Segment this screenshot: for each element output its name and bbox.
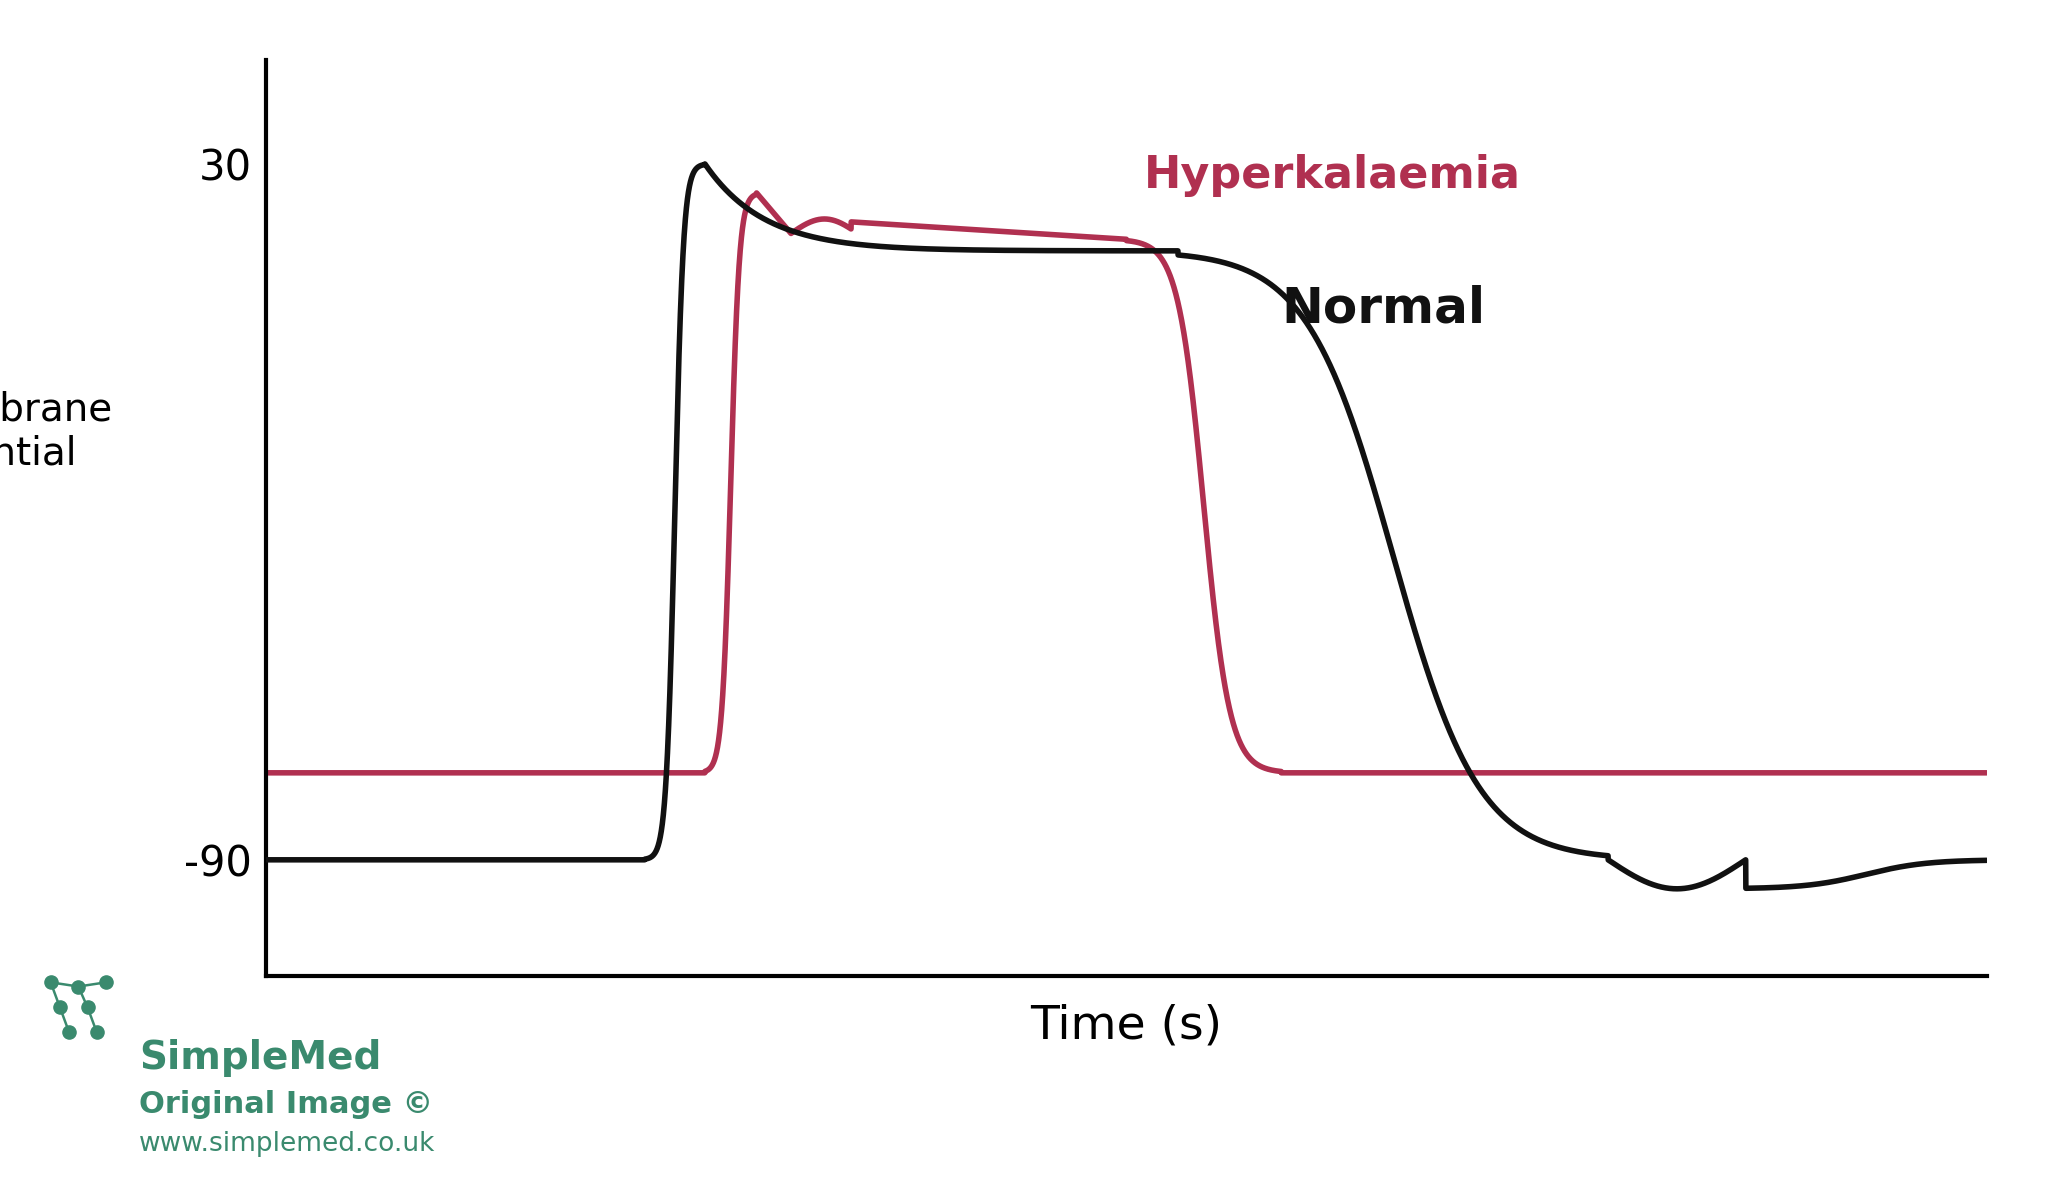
X-axis label: Time (s): Time (s) bbox=[1030, 1003, 1223, 1048]
Point bbox=[53, 1022, 86, 1042]
Point bbox=[80, 1022, 113, 1042]
Text: www.simplemed.co.uk: www.simplemed.co.uk bbox=[139, 1130, 436, 1157]
Text: Membrane
potential
(mV): Membrane potential (mV) bbox=[0, 390, 113, 516]
Point bbox=[61, 977, 94, 996]
Text: Hyperkalaemia: Hyperkalaemia bbox=[1143, 154, 1520, 198]
Text: SimpleMed: SimpleMed bbox=[139, 1039, 381, 1077]
Point bbox=[90, 972, 123, 991]
Point bbox=[43, 997, 76, 1016]
Text: Normal: Normal bbox=[1282, 284, 1485, 333]
Point bbox=[35, 972, 68, 991]
Text: Original Image ©: Original Image © bbox=[139, 1090, 434, 1119]
Point bbox=[72, 997, 104, 1016]
